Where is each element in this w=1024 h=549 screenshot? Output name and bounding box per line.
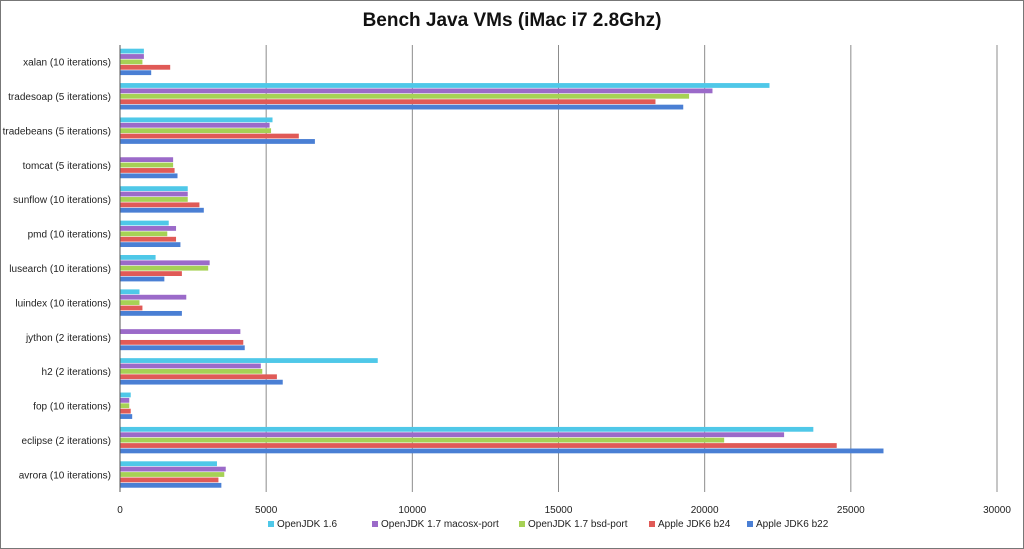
bar (120, 271, 182, 276)
bar (120, 162, 174, 168)
bar (120, 202, 200, 208)
bar (120, 99, 656, 105)
bar (120, 477, 219, 483)
category-labels: xalan (10 iterations) tradesoap (5 iterat… (3, 58, 111, 482)
bar (120, 54, 144, 59)
bar (120, 374, 277, 380)
bar (120, 358, 378, 363)
bar (120, 466, 226, 472)
bar (120, 294, 187, 300)
bar (120, 414, 133, 419)
category-label: jython (2 iterations) (25, 333, 111, 344)
bar (120, 368, 263, 374)
category-label: tomcat (5 iterations) (23, 161, 111, 172)
x-tick-label: 5000 (255, 505, 278, 516)
x-tick-label: 0 (117, 505, 123, 516)
bar (120, 310, 182, 316)
x-tick-label: 10000 (398, 505, 426, 516)
legend-label: OpenJDK 1.6 (277, 519, 337, 530)
bar (120, 339, 244, 345)
bar (120, 197, 188, 202)
bar (120, 231, 168, 237)
bar (120, 265, 209, 271)
category-label: sunflow (10 iterations) (13, 195, 111, 206)
bar (120, 305, 143, 311)
bar (120, 70, 152, 76)
bar (120, 173, 178, 179)
gridlines (119, 45, 998, 492)
bars (120, 48, 884, 488)
bar (120, 408, 131, 414)
bar (120, 300, 140, 305)
bar (120, 461, 217, 467)
legend-label: Apple JDK6 b24 (658, 519, 731, 530)
bar (120, 133, 299, 139)
category-label: luindex (10 iterations) (15, 298, 111, 309)
bar (120, 329, 241, 334)
bar (120, 448, 884, 454)
bar (120, 397, 130, 403)
bar (120, 276, 165, 282)
bar (120, 379, 283, 385)
legend-swatch (519, 521, 525, 527)
x-tick-label: 30000 (983, 505, 1011, 516)
bar (120, 168, 175, 173)
category-label: tradebeans (5 iterations) (3, 126, 111, 137)
bar (120, 64, 171, 70)
bar (120, 83, 770, 88)
category-label: eclipse (2 iterations) (22, 436, 111, 447)
bar (120, 437, 725, 443)
legend-swatch (268, 521, 274, 527)
legend: OpenJDK 1.6 OpenJDK 1.7 macosx-port OpenJD… (268, 519, 829, 530)
bar (120, 104, 684, 110)
category-label: h2 (2 iterations) (42, 367, 111, 378)
x-tick-label: 25000 (837, 505, 865, 516)
bar (120, 345, 245, 351)
category-label: tradesoap (5 iterations) (8, 92, 111, 103)
bar (120, 48, 144, 54)
category-label: pmd (10 iterations) (28, 230, 111, 241)
bar (120, 403, 130, 409)
bar (120, 392, 131, 398)
category-label: xalan (10 iterations) (23, 58, 111, 69)
category-label: avrora (10 iterations) (19, 470, 111, 481)
bar (120, 363, 261, 369)
x-tick-labels: 0 5000 10000 15000 20000 25000 30000 (117, 505, 1011, 516)
bar (120, 122, 270, 128)
legend-label: OpenJDK 1.7 macosx-port (381, 519, 499, 530)
bar (120, 236, 177, 242)
bar (120, 472, 225, 477)
bar (120, 93, 690, 99)
legend-label: OpenJDK 1.7 bsd-port (528, 519, 628, 530)
bar (120, 191, 188, 197)
x-tick-label: 20000 (691, 505, 719, 516)
bar (120, 289, 140, 295)
legend-swatch (649, 521, 655, 527)
x-tick-label: 15000 (545, 505, 573, 516)
legend-swatch (372, 521, 378, 527)
chart-title: Bench Java VMs (iMac i7 2.8Ghz) (362, 10, 662, 31)
bar (120, 255, 156, 260)
bar (120, 186, 188, 192)
bar (120, 157, 174, 163)
bar (120, 426, 814, 432)
bar (120, 88, 713, 94)
bar (120, 260, 210, 266)
bar (120, 220, 169, 226)
bar (120, 207, 204, 213)
bar (120, 117, 273, 123)
bar (120, 443, 837, 448)
legend-swatch (747, 521, 753, 527)
bar (120, 242, 181, 248)
bar (120, 432, 785, 438)
category-label: lusearch (10 iterations) (9, 264, 111, 275)
bar (120, 128, 272, 134)
legend-label: Apple JDK6 b22 (756, 519, 829, 530)
bar (120, 226, 177, 231)
bar (120, 59, 143, 65)
bar (120, 482, 222, 488)
category-label: fop (10 iterations) (33, 402, 111, 413)
bar (120, 139, 315, 144)
